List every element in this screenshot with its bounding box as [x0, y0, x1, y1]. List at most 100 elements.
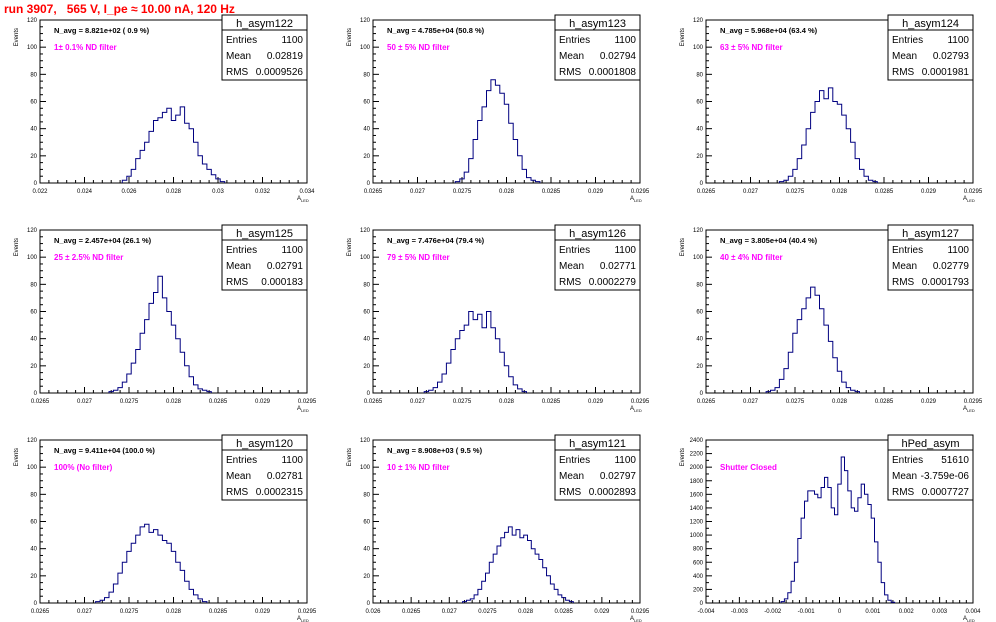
stats-value: 0.0001808 — [589, 67, 637, 78]
x-tick-label: 0.002 — [899, 609, 915, 615]
histogram-bin — [828, 341, 832, 393]
histogram-bin — [162, 298, 166, 393]
filter-annotation: Shutter Closed — [720, 463, 777, 472]
x-tick-label: 0.032 — [255, 189, 271, 195]
histogram-bin — [522, 392, 526, 393]
y-tick-label: 80 — [363, 492, 370, 498]
histogram-bin — [131, 363, 135, 393]
histogram-line — [462, 526, 574, 603]
histogram-bin — [797, 320, 801, 393]
y-tick-label: 600 — [693, 560, 704, 566]
y-tick-label: 0 — [700, 181, 704, 187]
histogram-line — [780, 456, 896, 603]
histogram-bin — [842, 115, 846, 183]
histogram-bin — [491, 80, 495, 183]
x-tick-label: 0.029 — [588, 399, 604, 405]
filter-annotation: 100% (No filter) — [54, 463, 113, 472]
stats-label: Mean — [892, 261, 917, 272]
histogram-bin — [562, 598, 566, 603]
histogram-bin — [801, 518, 804, 603]
y-axis-title: Events — [14, 448, 20, 466]
x-tick-label: 0.0275 — [453, 399, 472, 405]
stats-label: Mean — [892, 51, 917, 62]
x-tick-label: 0.028 — [499, 189, 515, 195]
x-axis-title: ALED — [630, 616, 642, 622]
x-tick-label: 0.0285 — [542, 399, 561, 405]
histogram-bin — [833, 102, 837, 184]
histogram-bin — [171, 121, 175, 183]
histogram-bin — [194, 385, 198, 393]
y-tick-label: 40 — [30, 127, 37, 133]
y-tick-label: 800 — [693, 547, 704, 553]
histogram-bin — [833, 358, 837, 393]
histogram-bin — [180, 352, 184, 393]
histogram-bin — [779, 379, 783, 393]
y-tick-label: 40 — [363, 127, 370, 133]
histogram-bin — [140, 333, 144, 393]
x-tick-label: 0.0285 — [542, 189, 561, 195]
histogram-bin — [804, 501, 807, 603]
stats-value: 0.0002279 — [589, 277, 637, 288]
histogram-bin — [781, 602, 784, 603]
x-tick-label: 0.0295 — [964, 189, 983, 195]
filter-annotation: 1± 0.1% ND filter — [54, 43, 117, 52]
histogram-bin — [868, 180, 872, 183]
stats-value: 1100 — [281, 35, 303, 46]
histogram-bin — [464, 172, 468, 183]
histogram-bin — [491, 328, 495, 393]
y-tick-label: 0 — [367, 601, 371, 607]
histogram-bin — [167, 312, 171, 394]
stats-label: Mean — [559, 261, 584, 272]
histogram-bin — [868, 505, 871, 603]
histogram-bin — [855, 159, 859, 183]
stats-value: 0.02797 — [600, 471, 637, 482]
stats-box — [221, 14, 308, 81]
histogram-bin — [100, 600, 104, 603]
x-tick-label: 0.0295 — [631, 609, 650, 615]
y-axis-title: Events — [14, 28, 20, 46]
histogram-bin — [878, 562, 881, 603]
histogram-bin — [460, 179, 464, 183]
histogram-bin — [158, 535, 162, 603]
y-tick-label: 120 — [693, 228, 704, 234]
histogram-bin — [482, 328, 486, 393]
histogram-bin — [797, 159, 801, 183]
histogram-bin — [771, 390, 775, 393]
y-tick-label: 0 — [34, 391, 38, 397]
stats-label: Entries — [892, 245, 923, 256]
stats-box — [554, 434, 641, 501]
histogram-bin — [127, 551, 131, 603]
x-tick-label: 0.0275 — [786, 189, 805, 195]
y-tick-label: 20 — [30, 364, 37, 370]
histogram-bin — [470, 599, 474, 603]
x-tick-label: 0.0275 — [120, 399, 139, 405]
histogram-bin — [162, 112, 166, 183]
y-tick-label: 20 — [696, 154, 703, 160]
x-axis-title: ALED — [297, 196, 309, 203]
histogram-bin — [96, 602, 100, 603]
stats-label: Mean — [226, 51, 251, 62]
histogram-bin — [158, 118, 162, 183]
histogram-bin — [495, 85, 499, 183]
y-tick-label: 1600 — [690, 492, 704, 498]
histogram-bin — [860, 169, 864, 183]
histogram-bin — [176, 339, 180, 393]
x-tick-label: 0.026 — [121, 189, 137, 195]
histogram-panel-h_asym126: 0.0265 0.027 0.0275 0.028 0.0285 0.029 0.0295 0… — [347, 224, 650, 413]
y-tick-label: 1000 — [690, 533, 704, 539]
histogram-bin — [162, 541, 166, 603]
stats-label: RMS — [892, 67, 915, 78]
stats-label: Mean — [892, 471, 917, 482]
histogram-bin — [185, 366, 189, 393]
y-tick-label: 100 — [360, 45, 371, 51]
histogram-bin — [851, 390, 855, 393]
histogram-bin — [149, 131, 153, 183]
y-tick-label: 20 — [363, 574, 370, 580]
stats-value: 0.02771 — [600, 261, 637, 272]
histogram-header: N_avg = 2.457e+04 (26.1 %) — [54, 236, 152, 245]
y-tick-label: 60 — [30, 520, 37, 526]
histogram-bin — [531, 180, 535, 183]
histogram-line — [95, 523, 208, 603]
x-tick-label: 0.024 — [77, 189, 93, 195]
stats-box — [887, 224, 974, 291]
